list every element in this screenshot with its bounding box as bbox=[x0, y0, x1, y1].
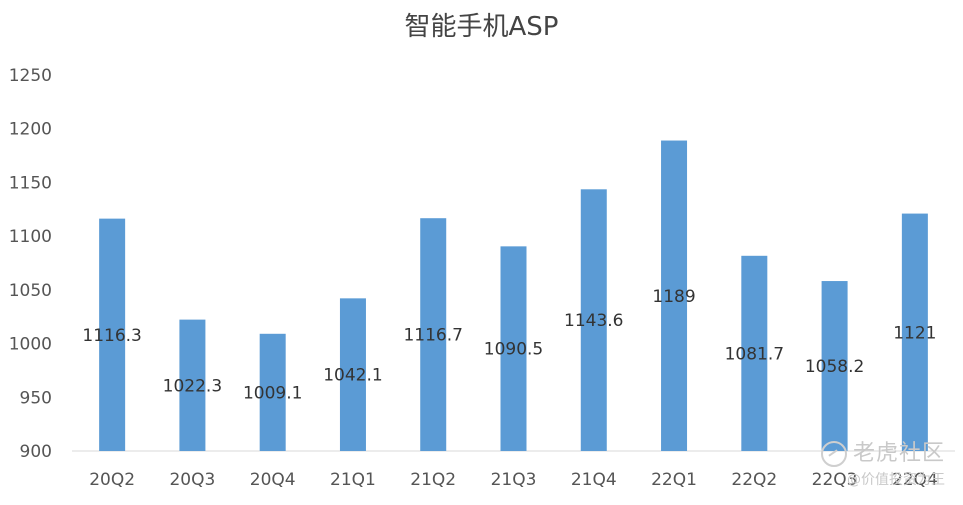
y-tick-label: 1000 bbox=[9, 335, 52, 355]
watermark: 老虎社区 @价值投资为王 bbox=[820, 435, 945, 489]
bar bbox=[901, 213, 928, 451]
bar bbox=[821, 281, 848, 451]
y-tick-label: 1050 bbox=[9, 281, 52, 301]
x-tick-label: 22Q2 bbox=[731, 470, 777, 490]
bar bbox=[661, 140, 688, 451]
x-tick-label: 21Q4 bbox=[571, 470, 617, 490]
data-label: 1143.6 bbox=[564, 311, 623, 331]
x-tick-label: 21Q2 bbox=[410, 470, 456, 490]
data-label: 1121 bbox=[893, 323, 936, 343]
data-label: 1009.1 bbox=[243, 383, 302, 403]
bar bbox=[500, 246, 527, 451]
data-label: 1116.7 bbox=[403, 326, 462, 346]
x-tick-label: 21Q3 bbox=[491, 470, 537, 490]
bar bbox=[259, 333, 286, 451]
bar bbox=[420, 218, 447, 451]
data-label: 1189 bbox=[652, 287, 695, 307]
bar bbox=[99, 218, 126, 451]
data-label: 1081.7 bbox=[725, 344, 784, 364]
data-label: 1042.1 bbox=[323, 366, 382, 386]
bar bbox=[741, 255, 768, 451]
x-tick-label: 20Q4 bbox=[250, 470, 296, 490]
x-tick-label: 20Q3 bbox=[169, 470, 215, 490]
data-label: 1058.2 bbox=[805, 357, 864, 377]
bar bbox=[580, 189, 607, 451]
y-tick-label: 1200 bbox=[9, 120, 52, 140]
x-tick-label: 22Q3 bbox=[812, 470, 858, 490]
watermark-site: 老虎社区 bbox=[852, 441, 945, 466]
y-tick-label: 1100 bbox=[9, 227, 52, 247]
tiger-logo-icon bbox=[820, 441, 847, 467]
chart-title: 智能手机ASP bbox=[404, 12, 559, 42]
bar bbox=[179, 319, 206, 451]
bar bbox=[339, 298, 366, 451]
y-tick-label: 1250 bbox=[9, 66, 52, 86]
x-tick-label: 21Q1 bbox=[330, 470, 376, 490]
y-tick-label: 900 bbox=[20, 442, 52, 462]
y-tick-label: 950 bbox=[20, 388, 52, 408]
data-label: 1090.5 bbox=[484, 340, 543, 360]
watermark-author: @价值投资为王 bbox=[847, 472, 945, 488]
x-tick-label: 22Q1 bbox=[651, 470, 697, 490]
x-tick-label: 22Q4 bbox=[892, 470, 938, 490]
data-label: 1022.3 bbox=[163, 376, 222, 396]
y-tick-label: 1150 bbox=[9, 173, 52, 193]
data-label: 1116.3 bbox=[82, 326, 141, 346]
x-tick-label: 20Q2 bbox=[89, 470, 135, 490]
